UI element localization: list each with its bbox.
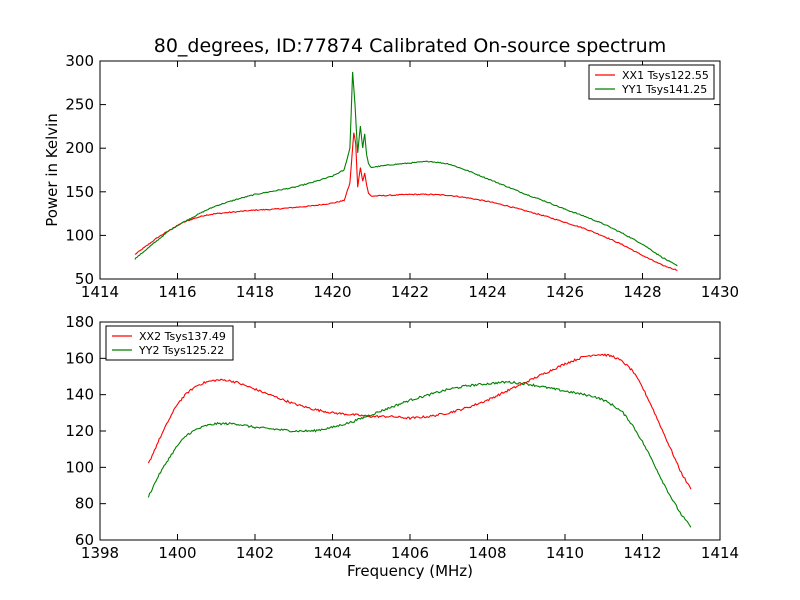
bottom-panel: 1398 1400 1402 1404 1406 1408 1410 1412 1414 60 80…	[65, 313, 739, 580]
top-x-tick-label: 1430	[701, 283, 739, 301]
bottom-series-line-1	[147, 353, 692, 490]
top-ticks-group: 1414 1416 1418 1420 1422 1424 1426 1428 1430 50 10…	[65, 52, 739, 301]
top-legend-label-1: XX1 Tsys122.55	[622, 69, 709, 82]
bottom-x-tick-label: 1402	[236, 544, 274, 562]
bottom-y-tick-label: 120	[65, 422, 94, 440]
bottom-y-tick-label: 80	[75, 495, 94, 513]
bottom-x-tick-label: 1398	[81, 544, 119, 562]
top-y-tick-label: 300	[65, 52, 94, 70]
bottom-x-tick-label: 1410	[546, 544, 584, 562]
top-x-tick-label: 1418	[236, 283, 274, 301]
figure-title: 80_degrees, ID:77874 Calibrated On-sourc…	[154, 35, 666, 57]
bottom-series-group	[147, 353, 692, 528]
bottom-y-tick-label: 140	[65, 386, 94, 404]
bottom-x-tick-label: 1414	[701, 544, 739, 562]
top-series-group	[134, 71, 678, 271]
top-x-tick-label: 1424	[468, 283, 506, 301]
bottom-y-tick-label: 180	[65, 313, 94, 331]
top-y-tick-label: 150	[65, 183, 94, 201]
top-x-tick-label: 1416	[158, 283, 196, 301]
top-y-axis-label: Power in Kelvin	[43, 113, 61, 227]
top-x-tick-label: 1422	[391, 283, 429, 301]
top-x-tick-label: 1428	[623, 283, 661, 301]
top-x-tick-label: 1414	[81, 283, 119, 301]
bottom-x-tick-label: 1400	[158, 544, 196, 562]
top-y-tick-label: 100	[65, 226, 94, 244]
top-legend-box	[588, 64, 715, 100]
bottom-x-tick-label: 1412	[623, 544, 661, 562]
bottom-x-tick-label: 1408	[468, 544, 506, 562]
top-series-line-2	[134, 71, 678, 267]
bottom-y-tick-label: 100	[65, 458, 94, 476]
bottom-x-tick-label: 1406	[391, 544, 429, 562]
top-x-tick-label: 1420	[313, 283, 351, 301]
top-y-tick-label: 250	[65, 96, 94, 114]
bottom-legend-label-2: YY2 Tsys125.22	[138, 344, 224, 357]
bottom-legend-box	[105, 325, 234, 361]
bottom-y-tick-label: 60	[75, 531, 94, 549]
top-series-line-1	[134, 132, 678, 271]
bottom-series-line-2	[147, 380, 692, 528]
top-x-tick-label: 1426	[546, 283, 584, 301]
bottom-y-tick-label: 160	[65, 349, 94, 367]
top-legend-label-2: YY1 Tsys141.25	[621, 83, 707, 96]
top-y-tick-label: 50	[75, 270, 94, 288]
bottom-ticks-group: 1398 1400 1402 1404 1406 1408 1410 1412 1414 60 80…	[65, 313, 739, 562]
top-panel: 1414 1416 1418 1420 1422 1424 1426 1428 1430 50 10…	[43, 52, 739, 301]
bottom-x-axis-label: Frequency (MHz)	[347, 562, 473, 580]
bottom-legend-label-1: XX2 Tsys137.49	[139, 330, 226, 343]
top-y-tick-label: 200	[65, 139, 94, 157]
bottom-x-tick-label: 1404	[313, 544, 351, 562]
